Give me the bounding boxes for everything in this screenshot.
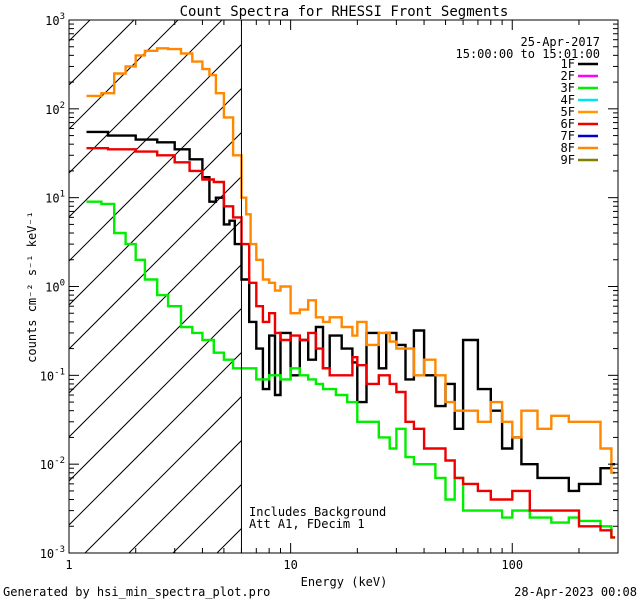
annotation-attenuator: Att A1, FDecim 1 <box>249 517 365 531</box>
hatch-line <box>69 175 242 350</box>
date-label: 25-Apr-2017 <box>521 35 600 49</box>
legend-label-1F: 1F <box>561 57 575 71</box>
series-1F-line <box>86 130 616 493</box>
y-tick-label: 10-2 <box>40 456 65 472</box>
hatch-line <box>69 20 135 86</box>
footer-generated-by: Generated by hsi_min_spectra_plot.pro <box>3 585 270 599</box>
series-group <box>86 47 616 539</box>
time-range-label: 15:00:00 to 15:01:00 <box>456 47 601 61</box>
hatch-line <box>69 219 242 394</box>
legend-label-9F: 9F <box>561 153 575 167</box>
y-tick-label: 102 <box>45 101 65 117</box>
legend-label-2F: 2F <box>561 69 575 83</box>
series-6F-line <box>86 147 616 539</box>
footer-timestamp: 28-Apr-2023 00:08 <box>514 585 637 599</box>
annotation-background: Includes Background <box>249 505 386 519</box>
x-tick-label: 100 <box>501 558 523 572</box>
legend-label-5F: 5F <box>561 105 575 119</box>
x-tick-label: 10 <box>283 558 297 572</box>
y-tick-label: 10-3 <box>40 545 65 561</box>
y-tick-label: 100 <box>45 279 65 295</box>
hatch-line <box>69 351 242 526</box>
axis-ticks: 1 10 100 10-3 10-2 10-1 100 101 102 103 <box>40 12 619 572</box>
legend-label-4F: 4F <box>561 93 575 107</box>
legend-label-6F: 6F <box>561 117 575 131</box>
y-tick-label: 10-1 <box>40 367 65 383</box>
x-tick-label: 1 <box>65 558 72 572</box>
series-8F-line <box>86 47 616 474</box>
legend-label-7F: 7F <box>561 129 575 143</box>
legend-label-8F: 8F <box>561 141 575 155</box>
hatch-line <box>69 131 242 306</box>
series-3F-line <box>86 200 616 539</box>
hatch-line <box>69 87 242 262</box>
hatch-line <box>69 43 242 218</box>
hatch-line <box>128 439 242 553</box>
hatch-line <box>84 395 242 553</box>
hatch-line <box>69 307 242 482</box>
legend-label-3F: 3F <box>561 81 575 95</box>
y-tick-label: 101 <box>45 190 65 206</box>
x-axis-label: Energy (keV) <box>301 575 388 589</box>
y-tick-label: 103 <box>45 12 65 28</box>
y-axis-label: counts cm⁻² s⁻¹ keV⁻¹ <box>25 211 39 363</box>
chart-title: Count Spectra for RHESSI Front Segments <box>180 4 509 20</box>
